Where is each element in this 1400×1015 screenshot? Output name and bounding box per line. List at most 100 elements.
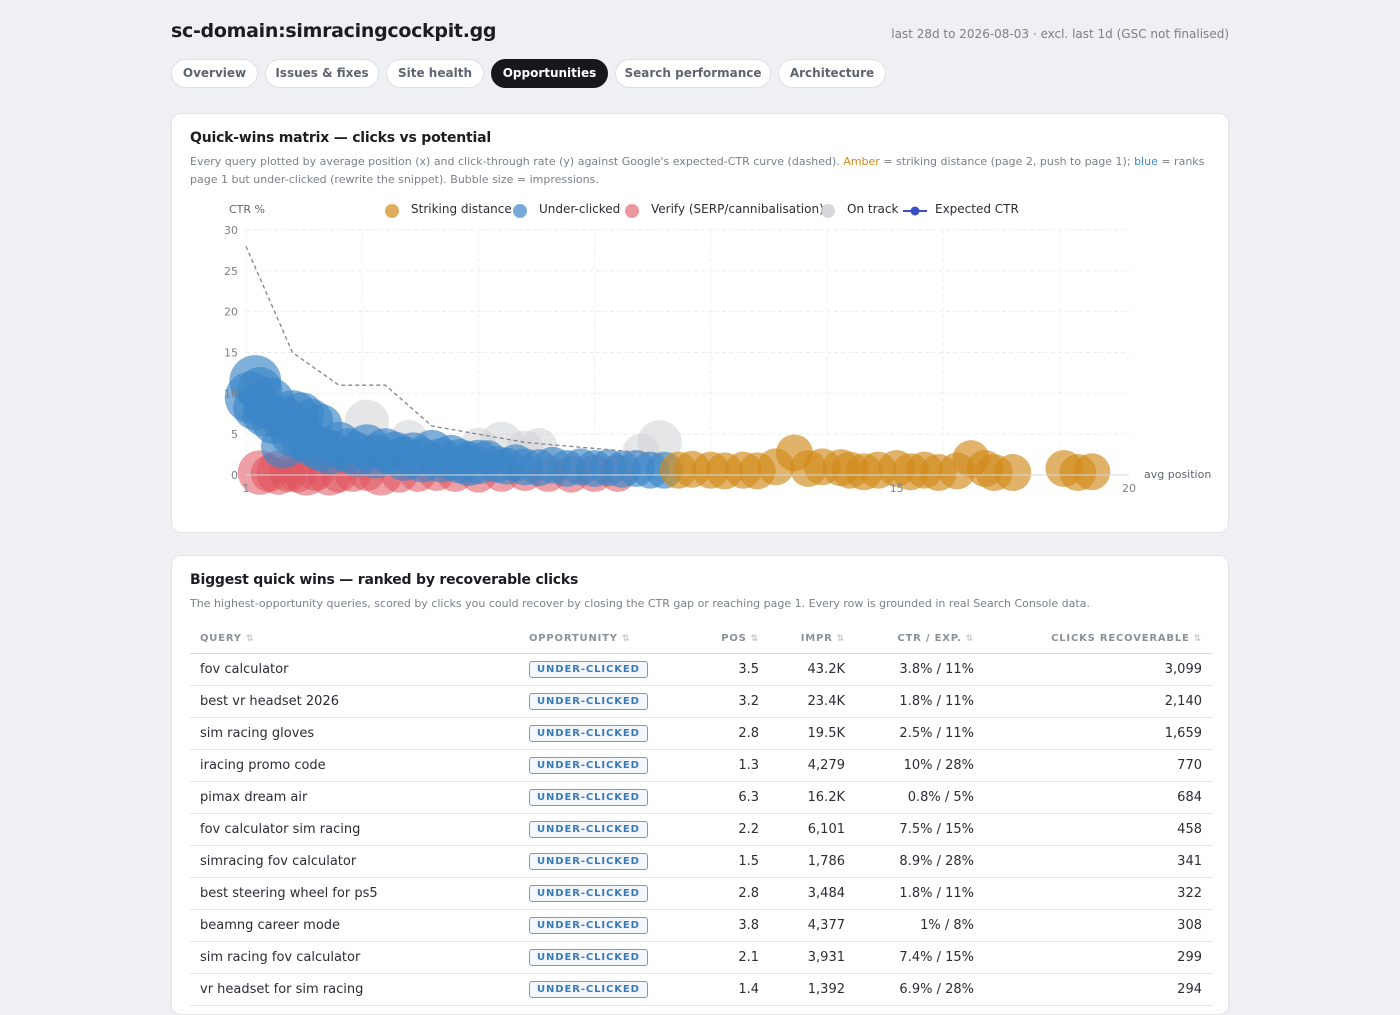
table-row[interactable]: beamng career mode UNDER-CLICKED 3.8 4,377 1… xyxy=(190,909,1212,942)
x-tick-label: 15 xyxy=(890,482,904,495)
opportunity-cell: UNDER-CLICKED xyxy=(519,685,689,718)
impr-cell: 4,279 xyxy=(769,749,855,782)
legend-label: On track xyxy=(847,202,899,216)
y-tick-label: 10 xyxy=(224,387,238,400)
tab-search-performance[interactable]: Search performance xyxy=(615,59,771,88)
impr-cell: 6,101 xyxy=(769,813,855,846)
header: sc-domain:simracingcockpit.gg last 28d t… xyxy=(171,20,1229,46)
opportunity-badge: UNDER-CLICKED xyxy=(529,916,648,934)
matrix-desc-part-2: = striking distance (page 2, push to pag… xyxy=(879,155,1135,168)
striking-bubble xyxy=(994,454,1032,492)
pos-cell: 2.1 xyxy=(689,941,769,974)
ctr-cell: 7.5% / 15% xyxy=(855,813,984,846)
clicks-cell: 299 xyxy=(984,941,1212,974)
opportunity-cell: UNDER-CLICKED xyxy=(519,653,689,686)
impr-cell: 16.2K xyxy=(769,781,855,814)
matrix-desc-part-1: Every query plotted by average position … xyxy=(190,155,844,168)
opportunity-badge: UNDER-CLICKED xyxy=(529,980,648,998)
table-row[interactable]: pimax dream air UNDER-CLICKED 6.3 16.2K 0.8%… xyxy=(190,781,1212,814)
tab-architecture[interactable]: Architecture xyxy=(778,59,886,88)
ctr-cell: 2.5% / 11% xyxy=(855,717,984,750)
opportunity-cell: UNDER-CLICKED xyxy=(519,877,689,910)
table-header-row: QUERY ⇅ OPPORTUNITY ⇅ POS ⇅ IMPR ⇅ CTR / EXP… xyxy=(190,624,1212,654)
matrix-desc-part-3: = ranks page 1 but under-clicked (rewrit… xyxy=(190,155,1205,186)
date-range-label: last 28d to 2026-08-03 · excl. last 1d (… xyxy=(891,27,1229,41)
opportunity-badge: UNDER-CLICKED xyxy=(529,660,648,678)
table-row[interactable]: best vr headset 2026 UNDER-CLICKED 3.2 23.4… xyxy=(190,685,1212,718)
matrix-description: Every query plotted by average position … xyxy=(190,153,1215,189)
tab-opportunities[interactable]: Opportunities xyxy=(491,59,608,88)
legend-label: Striking distance xyxy=(411,202,512,216)
matrix-desc-amber: Amber xyxy=(843,155,880,168)
clicks-cell: 308 xyxy=(984,909,1212,942)
col-pos[interactable]: POS ⇅ xyxy=(689,624,769,654)
striking-bubble xyxy=(1073,453,1111,491)
impr-cell: 43.2K xyxy=(769,653,855,686)
clicks-cell: 684 xyxy=(984,781,1212,814)
clicks-cell: 2,140 xyxy=(984,685,1212,718)
opportunity-cell: UNDER-CLICKED xyxy=(519,717,689,750)
opportunity-cell: UNDER-CLICKED xyxy=(519,941,689,974)
col-impr[interactable]: IMPR ⇅ xyxy=(769,624,855,654)
col-label: QUERY xyxy=(200,632,242,644)
expected-ctr-curve xyxy=(245,246,665,456)
impr-cell: 3,484 xyxy=(769,877,855,910)
opportunity-cell: UNDER-CLICKED xyxy=(519,845,689,878)
ctr-cell: 7.4% / 15% xyxy=(855,941,984,974)
legend-swatch-striking xyxy=(385,204,399,218)
quick-wins-table-body: fov calculator UNDER-CLICKED 3.5 43.2K 3.8% … xyxy=(190,653,1212,1006)
tab-site-health[interactable]: Site health xyxy=(386,59,484,88)
sort-icon: ⇅ xyxy=(750,633,759,644)
x-tick-label: 1 xyxy=(243,482,250,495)
legend-swatch-verify xyxy=(625,204,639,218)
clicks-cell: 322 xyxy=(984,877,1212,910)
impr-cell: 23.4K xyxy=(769,685,855,718)
sort-icon: ⇅ xyxy=(836,633,845,644)
opportunity-cell: UNDER-CLICKED xyxy=(519,781,689,814)
matrix-desc-blue: blue xyxy=(1134,155,1158,168)
wins-description: The highest-opportunity queries, scored … xyxy=(190,597,1090,610)
table-row[interactable]: simracing fov calculator UNDER-CLICKED 1.5… xyxy=(190,845,1212,878)
col-ctr-exp[interactable]: CTR / EXP. ⇅ xyxy=(855,624,984,654)
legend-label: Expected CTR xyxy=(935,202,1019,216)
matrix-title: Quick-wins matrix — clicks vs potential xyxy=(190,130,491,146)
table-row[interactable]: fov calculator sim racing UNDER-CLICKED 2.… xyxy=(190,813,1212,846)
col-clicks-recoverable[interactable]: CLICKS RECOVERABLE ⇅ xyxy=(984,624,1212,654)
ctr-cell: 6.9% / 28% xyxy=(855,973,984,1006)
table-row[interactable]: best steering wheel for ps5 UNDER-CLICKED… xyxy=(190,877,1212,910)
impr-cell: 1,392 xyxy=(769,973,855,1006)
table-row[interactable]: sim racing gloves UNDER-CLICKED 2.8 19.5K 2.… xyxy=(190,717,1212,750)
pos-cell: 3.2 xyxy=(689,685,769,718)
quick-wins-scatter-chart[interactable]: 0 5 10 15 20 25 30 1 15 20 CTR % avg position xyxy=(172,192,1230,522)
ctr-cell: 1.8% / 11% xyxy=(855,877,984,910)
legend-label: Verify (SERP/cannibalisation) xyxy=(651,202,824,216)
query-cell: sim racing fov calculator xyxy=(190,941,519,974)
y-axis-title: CTR % xyxy=(229,203,265,216)
biggest-quick-wins-card: Biggest quick wins — ranked by recoverab… xyxy=(171,555,1229,1015)
query-cell: pimax dream air xyxy=(190,781,519,814)
col-opportunity[interactable]: OPPORTUNITY ⇅ xyxy=(519,624,689,654)
col-label: POS xyxy=(721,632,747,644)
opportunity-cell: UNDER-CLICKED xyxy=(519,749,689,782)
pos-cell: 2.2 xyxy=(689,813,769,846)
opportunity-badge: UNDER-CLICKED xyxy=(529,820,648,838)
tab-overview[interactable]: Overview xyxy=(171,59,258,88)
col-query[interactable]: QUERY ⇅ xyxy=(190,624,519,654)
table-row[interactable]: iracing promo code UNDER-CLICKED 1.3 4,279 1… xyxy=(190,749,1212,782)
opportunity-cell: UNDER-CLICKED xyxy=(519,973,689,1006)
table-row[interactable]: fov calculator UNDER-CLICKED 3.5 43.2K 3.8% … xyxy=(190,653,1212,686)
clicks-cell: 1,659 xyxy=(984,717,1212,750)
expected-ctr-line xyxy=(245,246,665,456)
sort-icon: ⇅ xyxy=(245,633,255,644)
impr-cell: 19.5K xyxy=(769,717,855,750)
query-cell: best steering wheel for ps5 xyxy=(190,877,519,910)
tab-issues-fixes[interactable]: Issues & fixes xyxy=(265,59,379,88)
query-cell: fov calculator xyxy=(190,653,519,686)
x-axis-title: avg position xyxy=(1144,468,1211,481)
clicks-cell: 341 xyxy=(984,845,1212,878)
query-cell: beamng career mode xyxy=(190,909,519,942)
table-row[interactable]: sim racing fov calculator UNDER-CLICKED 2.… xyxy=(190,941,1212,974)
table-row[interactable]: vr headset for sim racing UNDER-CLICKED 1.… xyxy=(190,973,1212,1006)
ctr-cell: 1.8% / 11% xyxy=(855,685,984,718)
opportunity-cell: UNDER-CLICKED xyxy=(519,813,689,846)
